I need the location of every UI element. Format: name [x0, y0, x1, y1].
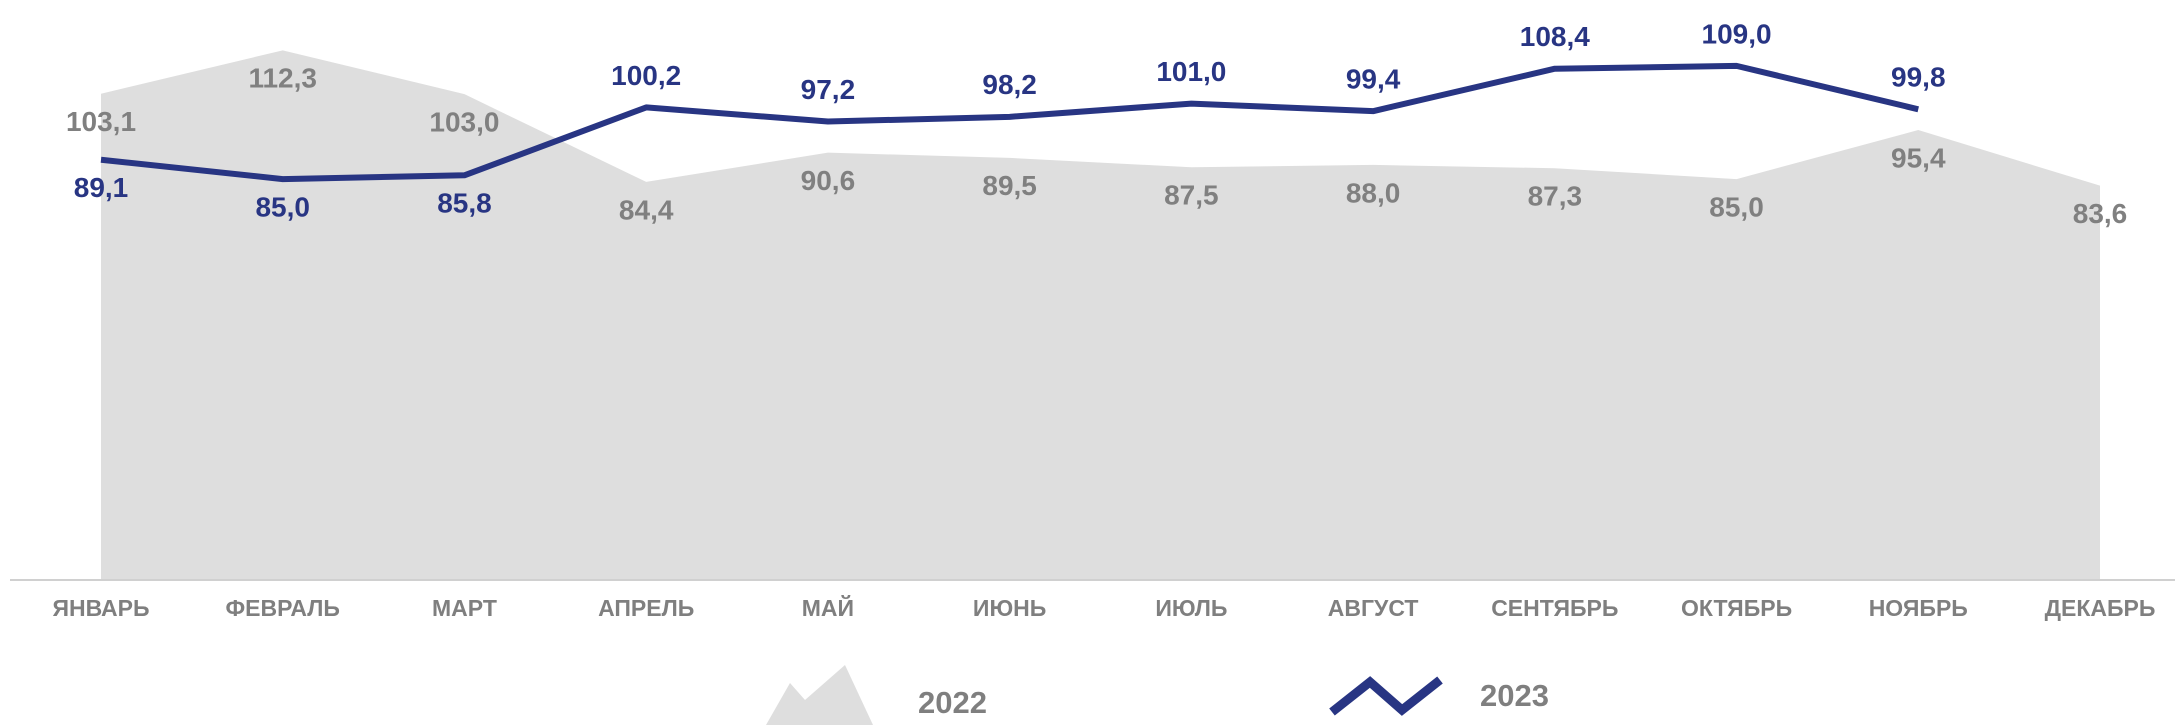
legend-swatch [766, 665, 873, 725]
data-label: 87,3 [1528, 181, 1583, 212]
data-label: 85,0 [255, 191, 310, 222]
legend-item: 2022 [766, 665, 987, 725]
data-label: 103,0 [429, 107, 499, 138]
line [100, 62, 1919, 183]
legend-swatch [1329, 676, 1443, 716]
x-tick-label: ИЮНЬ [973, 595, 1046, 621]
x-tick-label: ОКТЯБРЬ [1681, 595, 1792, 621]
data-label: 101,0 [1156, 56, 1226, 87]
data-label: 85,8 [437, 188, 492, 219]
data-label: 87,5 [1164, 180, 1219, 211]
data-label: 109,0 [1702, 18, 1772, 49]
data-label: 89,1 [74, 172, 129, 203]
data-label: 88,0 [1346, 177, 1401, 208]
x-tick-label: ДЕКАБРЬ [2045, 595, 2156, 621]
x-tick-label: МАРТ [432, 595, 497, 621]
data-label: 100,2 [611, 60, 681, 91]
legend-item: 2023 [1329, 676, 1549, 716]
x-tick-label: ИЮЛЬ [1155, 595, 1227, 621]
x-tick-label: ФЕВРАЛЬ [225, 595, 339, 621]
data-label: 83,6 [2073, 198, 2128, 229]
data-label: 84,4 [619, 194, 674, 225]
data-label: 97,2 [801, 74, 856, 105]
x-tick-label: ЯНВАРЬ [52, 595, 149, 621]
x-tick-label: АВГУСТ [1328, 595, 1419, 621]
data-label: 108,4 [1520, 21, 1590, 52]
x-tick-label: МАЙ [802, 594, 854, 621]
x-tick-label: АПРЕЛЬ [598, 595, 694, 621]
data-label: 99,4 [1346, 64, 1401, 95]
legend-label: 2022 [918, 685, 987, 720]
data-label: 90,6 [801, 165, 856, 196]
legend-label: 2023 [1480, 678, 1549, 713]
data-label: 103,1 [66, 106, 136, 137]
data-label: 112,3 [248, 63, 317, 94]
area [101, 50, 2100, 580]
x-tick-label: СЕНТЯБРЬ [1491, 595, 1618, 621]
data-label: 95,4 [1891, 142, 1946, 173]
data-label: 89,5 [982, 170, 1037, 201]
data-label: 98,2 [982, 69, 1037, 100]
x-tick-label: НОЯБРЬ [1869, 595, 1968, 621]
data-label: 85,0 [1709, 191, 1764, 222]
data-label: 99,8 [1891, 62, 1946, 93]
